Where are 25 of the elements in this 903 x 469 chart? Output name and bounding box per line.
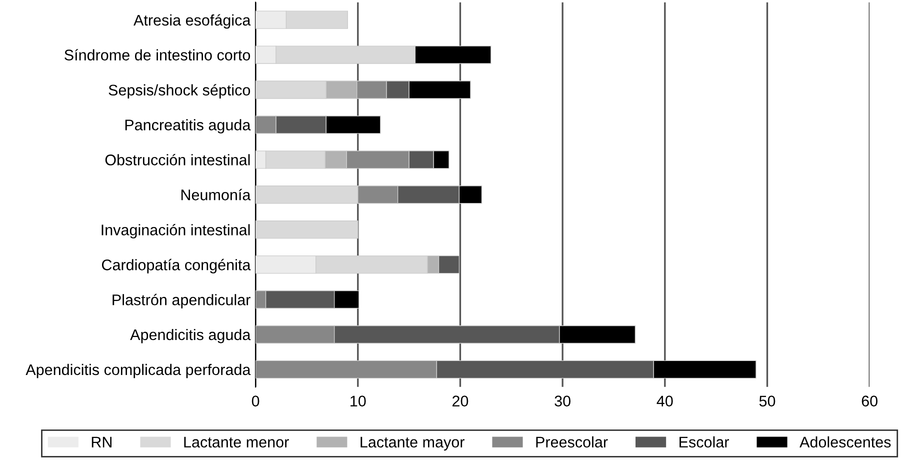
legend-label: Adolescentes xyxy=(800,436,891,448)
y-tick-label: Síndrome de intestino corto xyxy=(64,49,250,60)
y-tick-label: Obstrucción intestinal xyxy=(105,154,250,166)
y-tick-label: Pancreatitis aguda xyxy=(125,119,251,134)
legend-label: Preescolar xyxy=(536,436,608,448)
y-tick-label: Sepsis/shock séptico xyxy=(108,84,250,99)
x-tick-label: 10 xyxy=(350,396,366,406)
y-tick-label: Invaginación intestinal xyxy=(102,224,250,238)
legend-label: Lactante menor xyxy=(184,436,289,448)
legend-label: Escolar xyxy=(680,436,729,448)
x-tick-label: 0 xyxy=(252,396,260,406)
legend-label: RN xyxy=(92,436,112,448)
x-tick-label: 40 xyxy=(656,396,673,406)
legend-label: Lactante mayor xyxy=(360,436,464,451)
y-tick-label: Neumonía xyxy=(181,188,251,200)
y-tick-label: Apendicitis complicada perforada xyxy=(26,364,251,378)
y-tick-label: Atresia esofágica xyxy=(134,14,251,29)
y-tick-label: Apendicitis aguda xyxy=(130,328,251,344)
x-tick-label: 60 xyxy=(862,396,878,406)
y-tick-label: Plastrón apendicular xyxy=(112,294,250,308)
x-tick-label: 20 xyxy=(452,396,468,406)
y-tick-label: Cardiopatía congénita xyxy=(102,258,251,274)
x-tick-label: 50 xyxy=(759,396,776,406)
x-tick-label: 30 xyxy=(554,396,570,406)
bar xyxy=(256,220,358,239)
